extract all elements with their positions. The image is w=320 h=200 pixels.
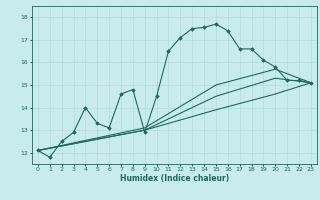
- X-axis label: Humidex (Indice chaleur): Humidex (Indice chaleur): [120, 174, 229, 183]
